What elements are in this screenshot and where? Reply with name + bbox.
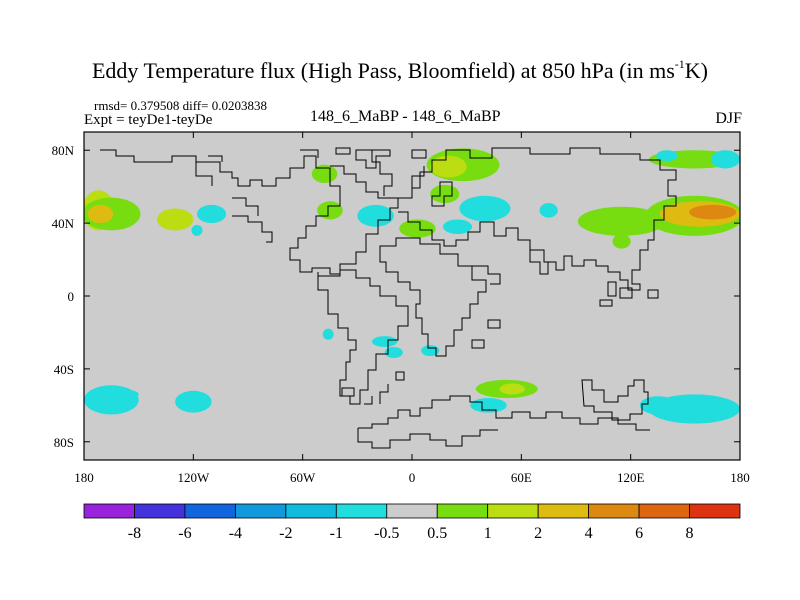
flux-region-14 xyxy=(442,219,473,235)
colorbar-label: 1 xyxy=(484,525,492,542)
colorbar-swatch-12 xyxy=(689,503,741,519)
stats-label: rmsd= 0.379508 diff= 0.0203838 xyxy=(94,98,267,113)
coastline-australia xyxy=(581,379,649,421)
coastline-south-america xyxy=(317,269,409,405)
coastline-europe-asia xyxy=(398,147,677,291)
coastline-north-america-west xyxy=(195,162,273,243)
flux-region-35 xyxy=(322,328,334,340)
flux-region-19 xyxy=(688,204,737,220)
flux-region-33 xyxy=(384,347,403,358)
coastline-arctic-islands xyxy=(208,147,391,169)
colorbar-label: 6 xyxy=(635,525,643,542)
flux-region-15 xyxy=(539,203,558,218)
y-tick-label: 80N xyxy=(52,143,75,158)
flux-region-16 xyxy=(577,206,666,236)
flux-region-7 xyxy=(317,201,343,220)
y-tick-label: 0 xyxy=(68,289,75,304)
flux-region-32 xyxy=(371,336,398,348)
flux-region-25 xyxy=(175,390,212,413)
x-tick-label: 60E xyxy=(511,470,532,485)
flux-region-13 xyxy=(459,195,511,222)
x-tick-label: 120W xyxy=(177,470,210,485)
flux-region-24 xyxy=(84,385,139,415)
colorbar-label: -6 xyxy=(178,525,191,542)
coastline-maritime xyxy=(471,319,501,349)
flux-region-6 xyxy=(311,164,338,184)
y-tick-label: 40N xyxy=(52,216,75,231)
colorbar-swatch-0 xyxy=(83,503,135,519)
coastline-arabia-india xyxy=(472,250,556,285)
flux-region-20 xyxy=(612,234,631,249)
x-tick-label: 180 xyxy=(74,470,94,485)
colorbar-swatch-7 xyxy=(436,503,489,519)
colorbar-swatch-9 xyxy=(537,503,590,519)
flux-region-34 xyxy=(421,345,440,357)
coastline-greenland xyxy=(360,149,393,196)
colorbar-label: 0.5 xyxy=(427,525,447,542)
colorbar-swatch-1 xyxy=(134,503,186,519)
coastline-scandinavia xyxy=(411,149,453,207)
flux-region-30 xyxy=(499,383,525,395)
chart-title: Eddy Temperature flux (High Pass, Bloomf… xyxy=(0,56,800,84)
title-tail: K) xyxy=(684,58,708,83)
colorbar-label: -1 xyxy=(330,525,343,542)
flux-region-3 xyxy=(156,208,194,231)
flux-region-10 xyxy=(430,155,467,178)
experiment-label: Expt = teyDe1-teyDe xyxy=(84,112,213,128)
axes: 180 120W 60W 0 60E 120E 180 80N 40N 0 40S 80S xyxy=(52,132,750,485)
flux-region-5 xyxy=(191,224,203,236)
coastlines xyxy=(100,147,677,449)
x-tick-label: 60W xyxy=(290,470,316,485)
flux-region-8 xyxy=(357,204,394,227)
colorbar-swatch-4 xyxy=(285,503,337,519)
colorbar-swatch-6 xyxy=(386,503,438,519)
x-tick-label: 120E xyxy=(617,470,645,485)
flux-region-12 xyxy=(399,219,436,238)
colorbar: -8 -6 -4 -2 -1 -0.5 0.5 1 2 4 6 8 xyxy=(83,503,741,542)
colorbar-label: 4 xyxy=(585,525,593,542)
colorbar-label: 2 xyxy=(534,525,542,542)
flux-region-26 xyxy=(102,388,139,400)
flux-regions xyxy=(84,148,740,424)
colorbar-label: 8 xyxy=(686,525,694,542)
coastline-antarctic-peninsula xyxy=(364,384,389,405)
x-tick-label: 180 xyxy=(730,470,750,485)
flux-region-4 xyxy=(196,204,227,224)
title-main: Eddy Temperature flux (High Pass, Bloomf… xyxy=(91,58,675,83)
colorbar-swatch-3 xyxy=(234,503,287,519)
coastline-southeast-asia xyxy=(599,281,659,307)
y-tick-label: 80S xyxy=(54,435,74,450)
case-label: 148_6_MaBP - 148_6_MaBP xyxy=(310,108,501,125)
colorbar-swatch-10 xyxy=(588,503,640,519)
colorbar-swatch-5 xyxy=(335,503,388,519)
colorbar-swatch-2 xyxy=(184,503,236,519)
coastline-africa xyxy=(379,237,487,357)
flux-region-22 xyxy=(656,150,679,162)
flux-region-11 xyxy=(430,184,460,204)
flux-region-2 xyxy=(87,204,114,224)
season-label: DJF xyxy=(715,110,742,127)
flux-region-28 xyxy=(639,396,677,415)
colorbar-label: -0.5 xyxy=(374,525,399,542)
colorbar-swatch-11 xyxy=(638,503,690,519)
coastline-antarctica xyxy=(341,371,650,449)
y-tick-label: 40S xyxy=(54,362,74,377)
coastline-north-america xyxy=(100,149,399,275)
colorbar-label: -4 xyxy=(229,525,242,542)
colorbar-label: -8 xyxy=(128,525,141,542)
flux-region-23 xyxy=(710,150,740,169)
title-superscript: -1 xyxy=(674,56,685,71)
x-tick-label: 0 xyxy=(409,470,416,485)
colorbar-label: -2 xyxy=(279,525,292,542)
colorbar-swatch-8 xyxy=(487,503,539,519)
